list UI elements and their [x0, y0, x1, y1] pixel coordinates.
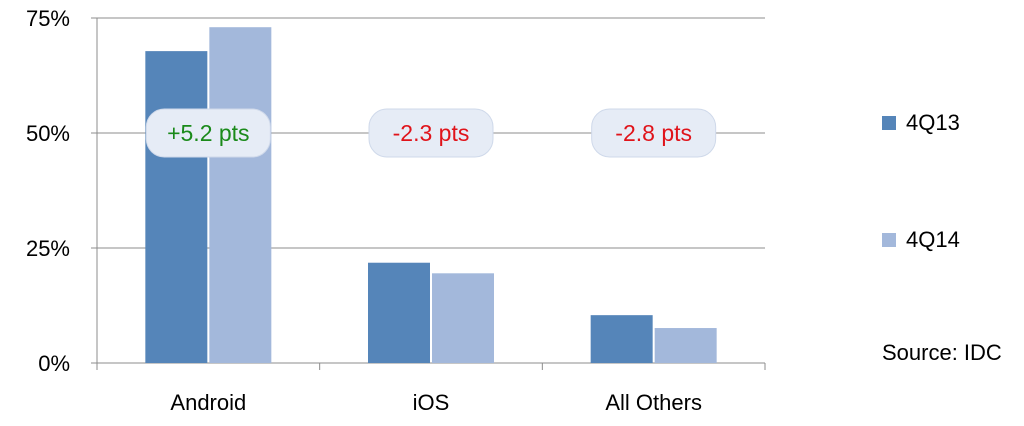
y-tick-label-50: 50% [26, 121, 70, 146]
legend-item-4q14: 4Q14 [882, 227, 960, 253]
y-tick-label-25: 25% [26, 236, 70, 261]
x-tick-label-android: Android [170, 390, 246, 415]
bar-all-others-4q13 [590, 315, 653, 363]
bar-chart: 0% 25% 50% 75% Android iOS All Others +5.2 pts -… [26, 6, 766, 415]
bar-all-others-4q14 [654, 328, 717, 363]
legend-item-4q13: 4Q13 [882, 110, 960, 136]
source-note: Source: IDC [882, 340, 1002, 365]
legend-swatch-4q13 [882, 116, 896, 130]
legend-swatch-4q14 [882, 233, 896, 247]
annotation-text-ios: -2.3 pts [393, 120, 470, 146]
bar-android-4q13 [145, 51, 208, 364]
annotation-box-android [145, 108, 271, 158]
bar-android-4q14 [209, 27, 272, 363]
bar-ios-4q13 [368, 262, 430, 363]
annotation-box-ios [368, 108, 494, 158]
x-tick-label-ios: iOS [413, 390, 450, 415]
annotation-text-all-others: -2.8 pts [615, 120, 692, 146]
bar-ios-4q14 [432, 273, 494, 363]
x-tick-label-all-others: All Others [605, 390, 702, 415]
y-tick-label-0: 0% [38, 351, 70, 376]
annotation-box-all-others [591, 108, 717, 158]
legend-label-4q13: 4Q13 [906, 110, 960, 135]
annotation-text-android: +5.2 pts [167, 120, 249, 146]
legend-label-4q14: 4Q14 [906, 227, 960, 252]
y-tick-label-75: 75% [26, 6, 70, 31]
